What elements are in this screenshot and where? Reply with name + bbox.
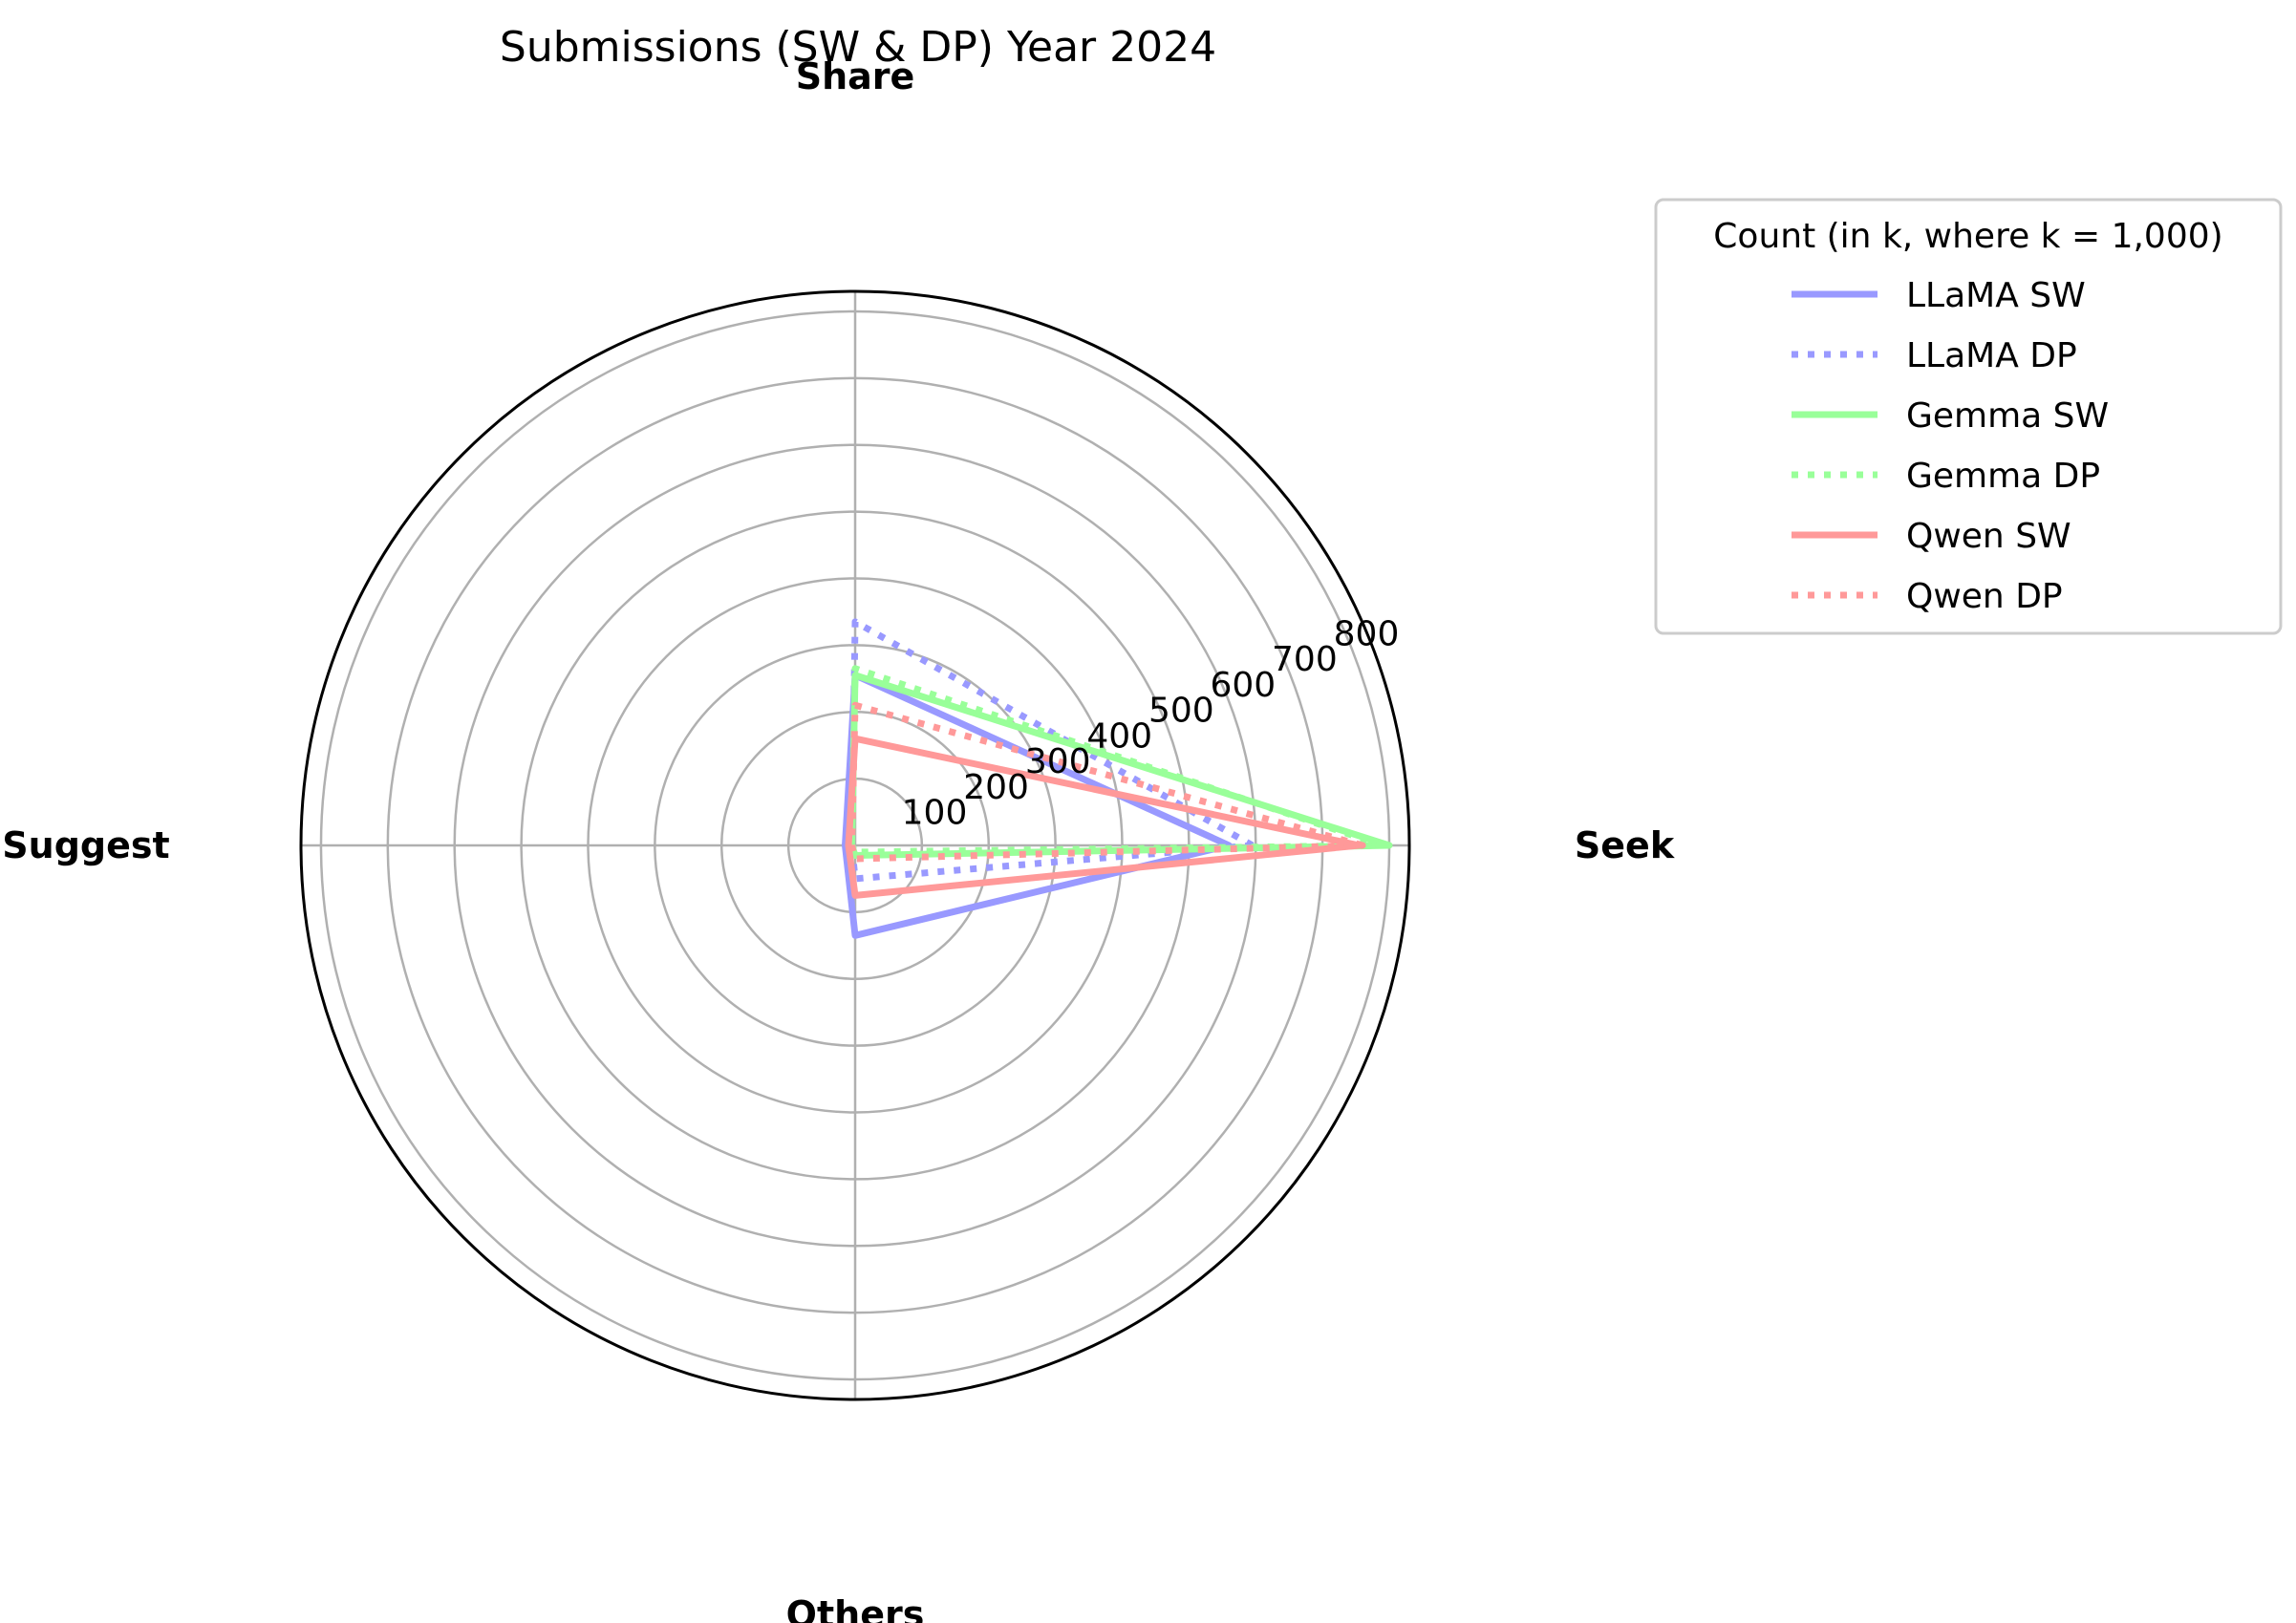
series-llama-dp	[848, 618, 1256, 883]
category-label-others: Others	[786, 1593, 925, 1623]
legend-label-gemma-sw: Gemma SW	[1906, 396, 2109, 436]
category-label-share: Share	[796, 55, 915, 97]
tick-label-100: 100	[902, 794, 968, 833]
tick-label-500: 500	[1148, 692, 1214, 731]
tick-label-400: 400	[1086, 716, 1152, 756]
legend-label-gemma-dp: Gemma DP	[1906, 457, 2100, 496]
chart-title: Submissions (SW & DP) Year 2024	[500, 23, 1216, 72]
legend-label-qwen-sw: Qwen SW	[1906, 517, 2071, 556]
tick-label-600: 600	[1210, 666, 1276, 705]
legend-items: LLaMA SW LLaMA DP Gemma SW Gemma DP Qwen SW Q…	[1792, 276, 2109, 616]
legend-title: Count (in k, where k = 1,000)	[1713, 217, 2222, 256]
legend-frame	[1654, 198, 2283, 635]
category-label-suggest: Suggest	[2, 824, 169, 866]
category-label-seek: Seek	[1575, 824, 1675, 866]
polar-frame	[299, 289, 1411, 1401]
tick-label-200: 200	[963, 768, 1029, 807]
legend-label-llama-dp: LLaMA DP	[1906, 336, 2077, 375]
tick-label-700: 700	[1272, 640, 1338, 679]
legend: Count (in k, where k = 1,000) LLaMA SWLL…	[1654, 198, 2283, 635]
tick-label-800: 800	[1334, 614, 1400, 653]
tick-label-300: 300	[1025, 742, 1091, 781]
series-lines	[842, 618, 1393, 939]
legend-label-llama-sw: LLaMA SW	[1906, 276, 2086, 315]
series-qwen-dp	[848, 701, 1366, 863]
legend-label-qwen-dp: Qwen DP	[1906, 577, 2063, 616]
category-labels: Seek Share Suggest Others	[2, 55, 1675, 1623]
